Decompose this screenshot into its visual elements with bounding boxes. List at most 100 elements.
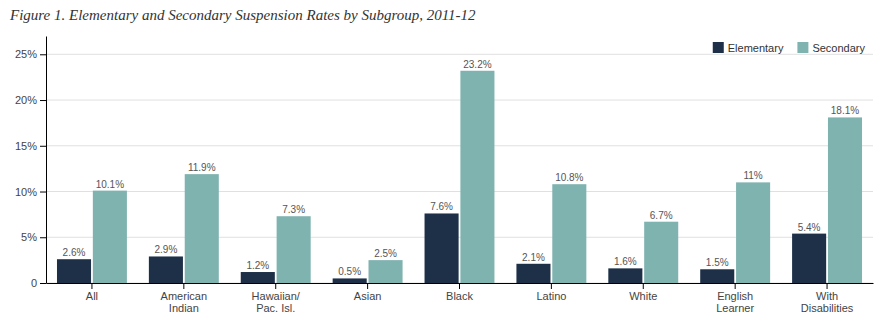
bar xyxy=(241,272,275,283)
bar xyxy=(736,182,770,283)
legend-label: Secondary xyxy=(812,42,865,54)
bar xyxy=(333,278,367,283)
y-tick-label: 15% xyxy=(15,140,37,152)
plot: 2.6%2.9%1.2%0.5%7.6%2.1%1.6%1.5%5.4%10.1… xyxy=(15,37,874,315)
y-tick: 5% xyxy=(21,231,46,243)
bar xyxy=(644,222,678,283)
x-tick: Latino xyxy=(536,283,566,302)
x-tick-mark xyxy=(735,283,736,289)
legend-label: Elementary xyxy=(728,42,784,54)
x-tick-label-line: All xyxy=(86,290,98,302)
legend: Elementary Secondary xyxy=(713,42,866,54)
x-tick-label: White xyxy=(629,290,657,302)
x-axis: All AmericanIndian Hawaiian/Pac. Isl. Asian… xyxy=(47,283,874,314)
x-tick: EnglishLearner xyxy=(716,283,754,314)
x-tick-mark xyxy=(183,283,184,289)
data-label: 11.9% xyxy=(188,162,216,173)
x-tick: AmericanIndian xyxy=(161,283,207,314)
x-tick-label: Hawaiian/Pac. Isl. xyxy=(252,290,301,315)
data-label: 0.5% xyxy=(338,266,361,277)
data-label: 18.1% xyxy=(831,105,859,116)
bar xyxy=(828,117,862,283)
x-tick-label-line: Indian xyxy=(169,302,199,314)
data-label: 2.5% xyxy=(374,248,397,259)
x-tick-label-line: White xyxy=(629,290,657,302)
x-tick-label-line: Latino xyxy=(536,290,566,302)
y-tick: 10% xyxy=(15,186,46,198)
x-tick-label-line: English xyxy=(717,290,753,302)
y-tick-label: 25% xyxy=(15,48,37,60)
bars xyxy=(57,71,862,283)
x-tick: Asian xyxy=(354,283,382,302)
y-tick-mark xyxy=(40,100,46,101)
data-label: 7.3% xyxy=(282,204,305,215)
data-label: 2.6% xyxy=(63,247,86,258)
data-label: 5.4% xyxy=(798,222,821,233)
x-tick-mark xyxy=(91,283,92,289)
legend-item: Secondary xyxy=(797,42,865,54)
bar xyxy=(369,260,403,283)
data-label: 7.6% xyxy=(430,201,453,212)
y-axis: 0 5% 10% 15% 20% 25% xyxy=(15,37,47,290)
bar-series xyxy=(93,71,862,283)
x-tick-mark xyxy=(643,283,644,289)
y-tick-mark xyxy=(40,192,46,193)
data-label: 2.9% xyxy=(155,244,178,255)
x-tick: WithDisabilities xyxy=(801,283,854,314)
title: Figure 1. Elementary and Secondary Suspe… xyxy=(9,7,476,23)
y-tick-label: 0 xyxy=(31,277,37,289)
bar xyxy=(149,256,183,283)
x-tick: White xyxy=(629,283,657,302)
data-labels: 2.6%2.9%1.2%0.5%7.6%2.1%1.6%1.5%5.4%10.1… xyxy=(63,59,860,278)
x-tick-label: Asian xyxy=(354,290,382,302)
x-tick-label: EnglishLearner xyxy=(716,290,754,315)
x-tick: Hawaiian/Pac. Isl. xyxy=(252,283,301,314)
y-tick-label: 20% xyxy=(15,94,37,106)
x-tick-label-line: Learner xyxy=(716,302,754,314)
grid-line xyxy=(46,100,873,101)
bar xyxy=(608,268,642,283)
x-tick-label-line: Hawaiian/ xyxy=(252,290,301,302)
x-tick-mark xyxy=(551,283,552,289)
legend-swatch xyxy=(713,42,724,53)
y-tick-label: 10% xyxy=(15,186,37,198)
y-tick: 20% xyxy=(15,94,46,106)
x-tick-label: Black xyxy=(446,290,473,302)
x-tick-label-line: Asian xyxy=(354,290,382,302)
x-tick: All xyxy=(86,283,98,302)
x-tick-label-line: American xyxy=(161,290,207,302)
y-tick: 25% xyxy=(15,48,46,60)
bar xyxy=(516,264,550,283)
bar xyxy=(700,269,734,283)
x-tick: Black xyxy=(446,283,473,302)
y-tick-mark xyxy=(40,54,46,55)
y-tick: 0 xyxy=(31,277,46,289)
y-tick-mark xyxy=(40,237,46,238)
chart-svg: Figure 1. Elementary and Secondary Suspe… xyxy=(0,0,889,325)
y-tick: 15% xyxy=(15,140,46,152)
x-tick-label-line: Pac. Isl. xyxy=(256,302,295,314)
x-tick-label: All xyxy=(86,290,98,302)
data-label: 2.1% xyxy=(522,252,545,263)
data-label: 1.5% xyxy=(706,257,729,268)
x-tick-label: Latino xyxy=(536,290,566,302)
data-label: 23.2% xyxy=(463,59,491,70)
bar xyxy=(792,234,826,283)
bar xyxy=(277,216,311,283)
y-tick-label: 5% xyxy=(21,231,37,243)
data-label: 6.7% xyxy=(650,210,673,221)
y-tick-mark xyxy=(40,283,46,284)
bar xyxy=(57,259,91,283)
data-label: 1.2% xyxy=(246,260,269,271)
x-tick-label: AmericanIndian xyxy=(161,290,207,315)
bar xyxy=(185,174,219,283)
bar xyxy=(93,191,127,283)
data-label: 10.8% xyxy=(555,172,583,183)
x-tick-mark xyxy=(459,283,460,289)
legend-swatch xyxy=(797,42,808,53)
data-label: 11% xyxy=(743,170,762,181)
legend-item: Elementary xyxy=(713,42,784,54)
bar xyxy=(552,184,586,283)
x-tick-label-line: With xyxy=(816,290,838,302)
grid-line xyxy=(46,54,873,55)
